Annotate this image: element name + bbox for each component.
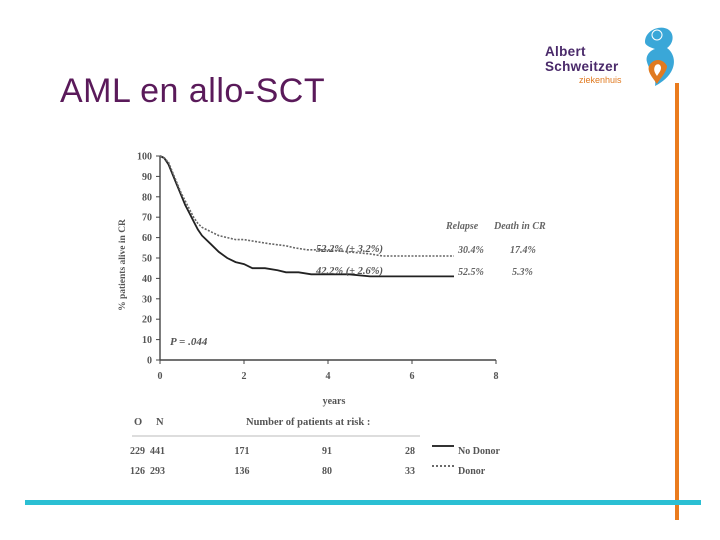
risk-col-n: N [156, 417, 164, 428]
donor-survival-label: 52.2% (± 3.2%) [316, 244, 383, 255]
logo-mark-icon [645, 27, 674, 86]
y-tick-label: 40 [142, 274, 152, 285]
p-value: P = .044 [170, 336, 208, 348]
no-donor-survival-label: 42.2% (± 2.6%) [315, 266, 383, 277]
y-axis-label: % patients alive in CR [118, 219, 128, 311]
risk-table-title: Number of patients at risk : [246, 417, 370, 428]
y-tick-label: 10 [142, 335, 152, 346]
series-line-no-donor [159, 155, 454, 278]
risk-row-count: 80 [322, 466, 332, 477]
no-donor-death-value: 5.3% [512, 267, 533, 278]
survival-chart: 0 10 20 30 40 50 60 70 80 90 100 0 2 4 6 8 % patients … [118, 152, 546, 478]
x-tick-label: 2 [242, 371, 247, 382]
x-tick-label: 8 [494, 371, 499, 382]
slide-title: AML en allo-SCT [60, 72, 326, 110]
horizontal-accent-rule [25, 500, 701, 505]
x-axis-ticks: 0 2 4 6 8 [158, 360, 499, 382]
risk-row-count: 136 [235, 466, 250, 477]
series-line-donor [159, 155, 454, 257]
logo-text-albert: Albert [545, 44, 586, 59]
death-in-cr-header: Death in CR [493, 221, 546, 232]
y-tick-label: 100 [137, 152, 152, 163]
risk-col-o: O [134, 417, 142, 428]
x-tick-label: 4 [326, 371, 331, 382]
risk-row-n: 293 [150, 466, 165, 477]
relapse-header: Relapse [445, 221, 479, 232]
donor-death-value: 17.4% [510, 245, 536, 256]
risk-row-count: 171 [235, 446, 250, 457]
donor-relapse-value: 30.4% [457, 245, 484, 256]
y-tick-label: 50 [142, 254, 152, 265]
chart-axes [159, 156, 496, 361]
no-donor-relapse-value: 52.5% [458, 267, 484, 278]
y-tick-label: 90 [142, 172, 152, 183]
series-lines [159, 155, 454, 278]
risk-row-count: 91 [322, 446, 332, 457]
y-tick-label: 60 [142, 233, 152, 244]
risk-row-count: 28 [405, 446, 415, 457]
x-tick-label: 6 [410, 371, 415, 382]
y-tick-label: 70 [142, 213, 152, 224]
risk-row-n: 441 [150, 446, 165, 457]
logo-text-ziekenhuis: ziekenhuis [579, 75, 622, 85]
risk-row-count: 33 [405, 466, 415, 477]
y-tick-label: 20 [142, 315, 152, 326]
x-axis-label: years [323, 396, 346, 407]
legend-label-no-donor: No Donor [458, 446, 501, 457]
risk-row-o: 229 [130, 446, 145, 457]
risk-row-o: 126 [130, 466, 145, 477]
vertical-accent-rule [675, 83, 679, 520]
logo-text-schweitzer: Schweitzer [545, 59, 619, 74]
y-tick-label: 80 [142, 192, 152, 203]
hospital-logo: Albert Schweitzer ziekenhuis [543, 22, 683, 88]
y-tick-label: 0 [147, 356, 152, 367]
y-tick-label: 30 [142, 294, 152, 305]
x-tick-label: 0 [158, 371, 163, 382]
legend-label-donor: Donor [458, 466, 486, 477]
y-axis-ticks: 0 10 20 30 40 50 60 70 80 90 100 [137, 152, 160, 367]
